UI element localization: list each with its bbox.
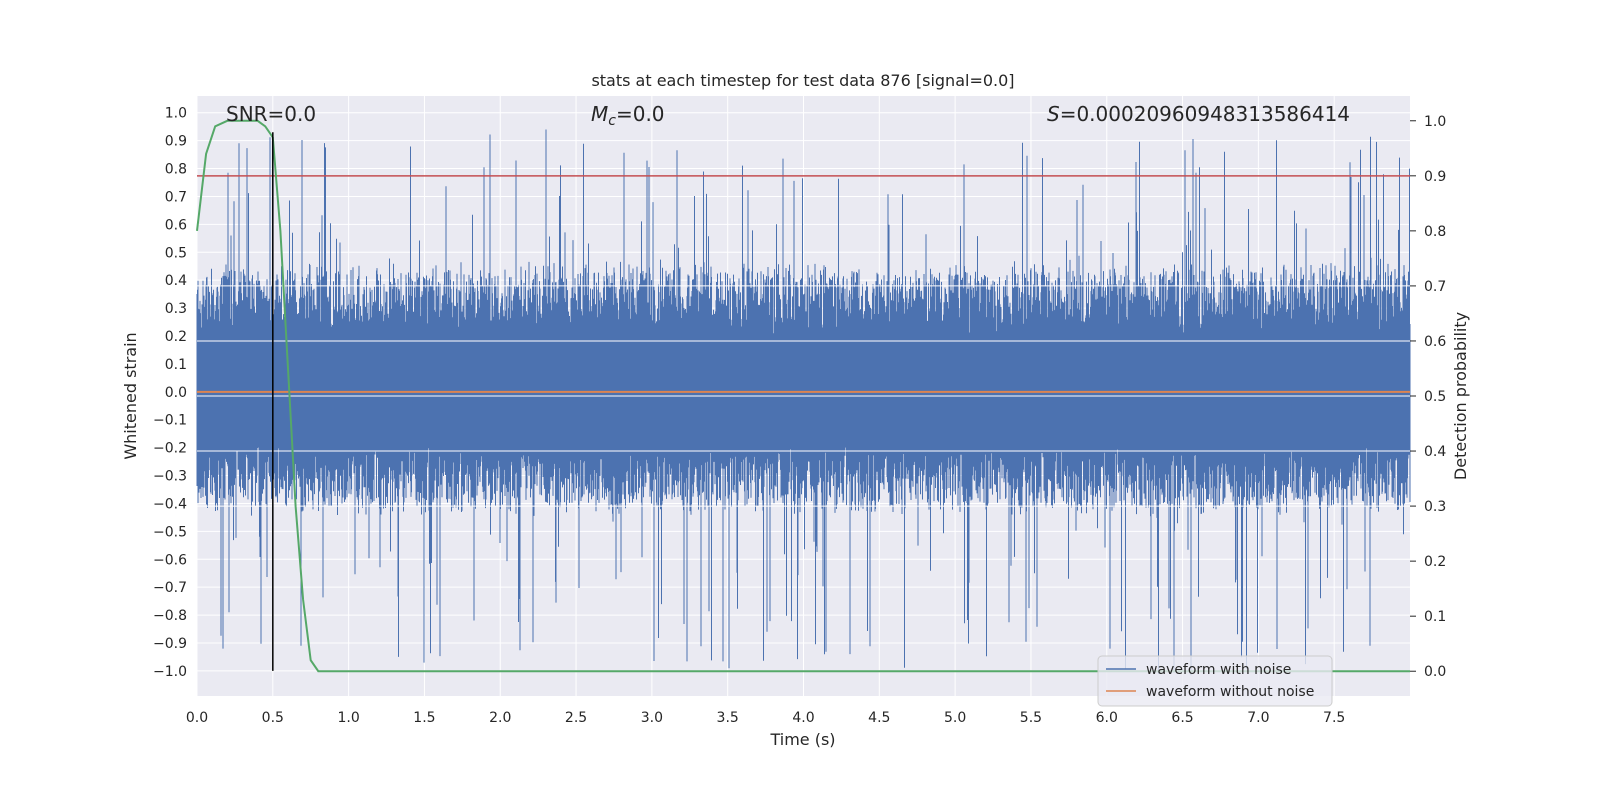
y2-tick-label: 0.0 — [1424, 664, 1446, 680]
x-tick-label: 6.5 — [1171, 710, 1193, 726]
x-tick-label: 0.0 — [186, 710, 208, 726]
legend: waveform with noise waveform without noi… — [1097, 655, 1333, 707]
y-tick-label: 0.6 — [165, 217, 187, 233]
ticks-layer: 0.0 0.5 1.0 1.5 2.0 2.5 3.0 3.5 4.0 4.5 5.0 5.5 6.0 6… — [153, 106, 1446, 726]
y2-tick-label: 0.8 — [1424, 224, 1446, 240]
x-tick-label: 2.5 — [565, 710, 587, 726]
x-tick-label: 2.0 — [489, 710, 511, 726]
x-tick-label: 1.5 — [413, 710, 435, 726]
x-tick-label: 6.0 — [1096, 710, 1118, 726]
x-tick-label: 0.5 — [262, 710, 284, 726]
y-tick-label: 0.8 — [165, 162, 187, 178]
chart-title: stats at each timestep for test data 876… — [591, 71, 1014, 90]
y-tick-label: −0.5 — [153, 524, 187, 540]
y-tick-label: 1.0 — [165, 106, 187, 122]
x-tick-label: 3.0 — [641, 710, 663, 726]
y2-tick-label: 0.6 — [1424, 334, 1446, 350]
legend-box — [1097, 655, 1333, 707]
y-tick-label: 0.2 — [165, 329, 187, 345]
y-axis-label: Whitened strain — [121, 332, 140, 459]
x-tick-label: 3.5 — [717, 710, 739, 726]
mc-symbol: M — [591, 102, 608, 126]
y2-tick-label: 0.9 — [1424, 169, 1446, 185]
y2-tick-label: 0.3 — [1424, 499, 1446, 515]
x-tick-label: 4.0 — [792, 710, 814, 726]
y-tick-label: −0.9 — [153, 636, 187, 652]
y-tick-label: 0.3 — [165, 301, 187, 317]
y-tick-label: −0.4 — [153, 496, 187, 512]
y2-tick-label: 1.0 — [1424, 114, 1446, 130]
legend-label-clean: waveform without noise — [1146, 684, 1314, 700]
s-annotation: S=0.00020960948313586414 — [1047, 102, 1350, 126]
x-tick-label: 5.5 — [1020, 710, 1042, 726]
y-tick-label: −0.3 — [153, 469, 187, 485]
y2-tick-label: 0.2 — [1424, 554, 1446, 570]
y-tick-label: −0.7 — [153, 580, 187, 596]
x-axis-label: Time (s) — [769, 730, 835, 749]
y-tick-label: 0.1 — [165, 357, 187, 373]
lines-layer — [196, 119, 1410, 673]
x-tick-label: 4.5 — [868, 710, 890, 726]
s-symbol: S — [1047, 102, 1060, 126]
mc-subscript: c — [608, 113, 616, 129]
y-tick-label: 0.5 — [165, 245, 187, 261]
mc-annotation: Mc=0.0 — [591, 102, 665, 129]
y2-axis-label: Detection probability — [1451, 312, 1470, 480]
legend-label-noise: waveform with noise — [1146, 662, 1291, 678]
x-tick-label: 1.0 — [337, 710, 359, 726]
y-tick-label: 0.7 — [165, 189, 187, 205]
y-tick-label: 0.9 — [165, 134, 187, 150]
y-tick-label: −1.0 — [153, 664, 187, 680]
y2-tick-label: 0.1 — [1424, 609, 1446, 625]
y2-tick-label: 0.4 — [1424, 444, 1446, 460]
x-tick-label: 5.0 — [944, 710, 966, 726]
y-tick-label: −0.2 — [153, 441, 187, 457]
y2-tick-label: 0.5 — [1424, 389, 1446, 405]
x-tick-label: 7.0 — [1247, 710, 1269, 726]
y-tick-label: 0.4 — [165, 273, 187, 289]
y-tick-label: −0.8 — [153, 608, 187, 624]
mc-value: =0.0 — [616, 102, 665, 126]
x-tick-label: 7.5 — [1323, 710, 1345, 726]
s-value: =0.00020960948313586414 — [1060, 102, 1350, 126]
y-tick-label: −0.6 — [153, 552, 187, 568]
snr-annotation: SNR=0.0 — [226, 102, 316, 126]
y-tick-label: −0.1 — [153, 413, 187, 429]
y2-tick-label: 0.7 — [1424, 279, 1446, 295]
y-tick-label: 0.0 — [165, 385, 187, 401]
